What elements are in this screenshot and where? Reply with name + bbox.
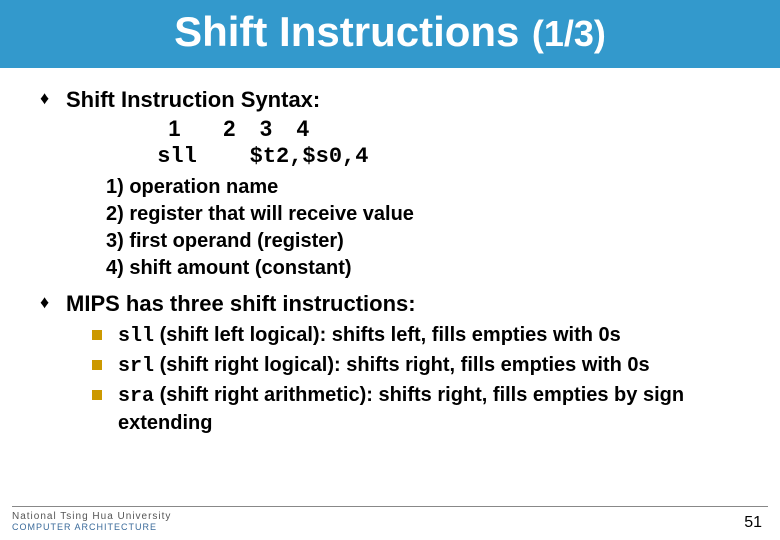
page-number: 51 <box>744 514 762 532</box>
explain-line: 1) operation name <box>106 174 740 201</box>
slide-part: (1/3) <box>532 13 606 54</box>
bullet-syntax: ♦ Shift Instruction Syntax: 1 2 3 4 sll … <box>40 86 740 282</box>
title-bar: Shift Instructions (1/3) <box>0 0 780 68</box>
disc-icon <box>92 390 102 400</box>
diamond-icon: ♦ <box>40 88 49 109</box>
footer-org: National Tsing Hua University <box>12 511 768 522</box>
explain-line: 3) first operand (register) <box>106 228 740 255</box>
footer-divider <box>12 506 768 507</box>
code-sra: sra <box>118 385 154 408</box>
bullet-text: Shift Instruction Syntax: <box>66 86 740 115</box>
code-srl: srl <box>118 355 154 378</box>
sub-list: sll (shift left logical): shifts left, f… <box>92 322 740 437</box>
desc-srl: (shift right logical): shifts right, fil… <box>154 354 650 376</box>
code-sll: sll <box>118 325 154 348</box>
sub-item-sll: sll (shift left logical): shifts left, f… <box>92 322 740 350</box>
sub-item-sra: sra (shift right arithmetic): shifts rig… <box>92 382 740 437</box>
syntax-numbers: 1 2 3 4 <box>156 115 740 144</box>
bullet-mips: ♦ MIPS has three shift instructions: sll… <box>40 290 740 438</box>
diamond-icon: ♦ <box>40 292 49 313</box>
explain-block: 1) operation name 2) register that will … <box>106 174 740 282</box>
sub-item-srl: srl (shift right logical): shifts right,… <box>92 352 740 380</box>
explain-line: 2) register that will receive value <box>106 201 740 228</box>
disc-icon <box>92 330 102 340</box>
explain-line: 4) shift amount (constant) <box>106 255 740 282</box>
footer-dept: COMPUTER ARCHITECTURE <box>12 522 768 532</box>
content-area: ♦ Shift Instruction Syntax: 1 2 3 4 sll … <box>0 68 780 437</box>
bullet-text: MIPS has three shift instructions: <box>66 290 740 319</box>
desc-sra: (shift right arithmetic): shifts right, … <box>118 384 684 434</box>
desc-sll: (shift left logical): shifts left, fills… <box>154 324 621 346</box>
syntax-code: sll $t2,$s0,4 <box>144 143 740 172</box>
footer: National Tsing Hua University COMPUTER A… <box>12 506 768 532</box>
slide-title: Shift Instructions <box>174 8 519 55</box>
disc-icon <box>92 360 102 370</box>
